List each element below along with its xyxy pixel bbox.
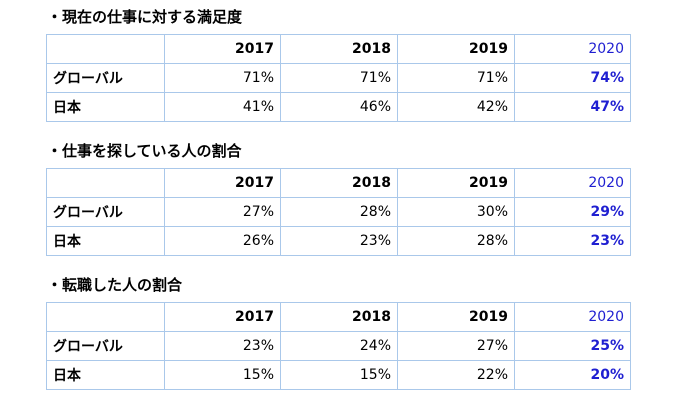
- year-header: 2018: [280, 34, 398, 64]
- section-title: ・仕事を探している人の割合: [47, 142, 242, 160]
- table-row: グローバル 27% 28% 30% 29%: [46, 197, 631, 227]
- table-cell-highlight: 20%: [514, 360, 631, 390]
- table-cell-highlight: 23%: [514, 226, 631, 256]
- table-cell-highlight: 74%: [514, 63, 631, 93]
- table-cell-highlight: 29%: [514, 197, 631, 227]
- table-cell: 71%: [164, 63, 281, 93]
- table-cell: 15%: [280, 360, 398, 390]
- section-title: ・転職した人の割合: [47, 276, 183, 294]
- job-changers-table: 2017 2018 2019 2020 グローバル 23% 24% 27% 25…: [46, 302, 631, 390]
- row-label-japan: 日本: [46, 92, 165, 122]
- table-row: 日本 41% 46% 42% 47%: [46, 92, 631, 122]
- table-row: 日本 15% 15% 22% 20%: [46, 360, 631, 390]
- section-title: ・現在の仕事に対する満足度: [47, 8, 243, 26]
- table-header-row: 2017 2018 2019 2020: [46, 168, 631, 198]
- year-header: 2017: [164, 34, 281, 64]
- table-cell: 71%: [397, 63, 515, 93]
- table-row: グローバル 71% 71% 71% 74%: [46, 63, 631, 93]
- job-seekers-table: 2017 2018 2019 2020 グローバル 27% 28% 30% 29…: [46, 168, 631, 256]
- year-header: 2019: [397, 34, 515, 64]
- table-row: 日本 26% 23% 28% 23%: [46, 226, 631, 256]
- table-cell: 42%: [397, 92, 515, 122]
- table-cell: 28%: [397, 226, 515, 256]
- year-header-highlight: 2020: [514, 34, 631, 64]
- table-cell: 23%: [280, 226, 398, 256]
- table-cell: 22%: [397, 360, 515, 390]
- job-satisfaction-table: 2017 2018 2019 2020 グローバル 71% 71% 71% 74…: [46, 34, 631, 122]
- table-cell: 26%: [164, 226, 281, 256]
- table-cell: 27%: [397, 331, 515, 361]
- year-header: 2019: [397, 168, 515, 198]
- table-cell: 46%: [280, 92, 398, 122]
- year-header-highlight: 2020: [514, 168, 631, 198]
- row-label-global: グローバル: [46, 331, 165, 361]
- year-header: 2019: [397, 302, 515, 332]
- table-row: グローバル 23% 24% 27% 25%: [46, 331, 631, 361]
- year-header: 2018: [280, 168, 398, 198]
- row-label-japan: 日本: [46, 226, 165, 256]
- header-corner-cell: [46, 302, 165, 332]
- year-header: 2017: [164, 168, 281, 198]
- table-cell: 28%: [280, 197, 398, 227]
- table-cell: 27%: [164, 197, 281, 227]
- table-cell: 71%: [280, 63, 398, 93]
- table-cell: 23%: [164, 331, 281, 361]
- table-cell: 30%: [397, 197, 515, 227]
- year-header-highlight: 2020: [514, 302, 631, 332]
- table-cell-highlight: 25%: [514, 331, 631, 361]
- row-label-global: グローバル: [46, 63, 165, 93]
- row-label-global: グローバル: [46, 197, 165, 227]
- table-cell: 41%: [164, 92, 281, 122]
- table-cell-highlight: 47%: [514, 92, 631, 122]
- table-header-row: 2017 2018 2019 2020: [46, 34, 631, 64]
- table-cell: 24%: [280, 331, 398, 361]
- header-corner-cell: [46, 34, 165, 64]
- row-label-japan: 日本: [46, 360, 165, 390]
- year-header: 2018: [280, 302, 398, 332]
- header-corner-cell: [46, 168, 165, 198]
- table-header-row: 2017 2018 2019 2020: [46, 302, 631, 332]
- table-cell: 15%: [164, 360, 281, 390]
- year-header: 2017: [164, 302, 281, 332]
